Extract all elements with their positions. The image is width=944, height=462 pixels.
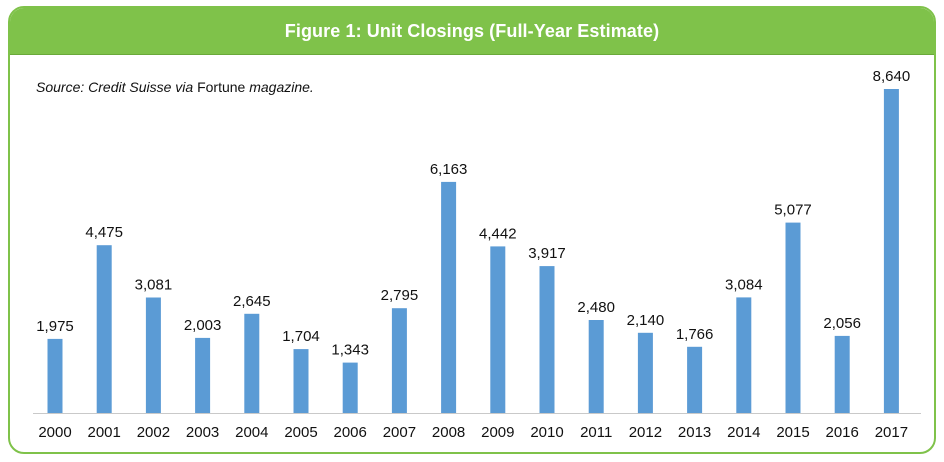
data-label-2015: 5,077: [774, 202, 812, 219]
bar-2013: [687, 346, 703, 413]
bar-2010: [539, 266, 555, 413]
x-tick-label-2013: 2013: [678, 424, 711, 441]
bar-2002: [145, 297, 161, 413]
x-tick-label-2003: 2003: [186, 424, 219, 441]
data-label-2011: 2,480: [577, 299, 615, 316]
x-tick-label-2008: 2008: [432, 424, 465, 441]
x-tick-label-2005: 2005: [284, 424, 317, 441]
source-suffix: magazine.: [245, 79, 314, 95]
bar-2008: [441, 181, 457, 413]
x-tick-label-2004: 2004: [235, 424, 268, 441]
data-label-2008: 6,163: [430, 161, 468, 178]
x-tick-label-2010: 2010: [530, 424, 563, 441]
bar-2009: [490, 246, 506, 413]
x-tick-label-2012: 2012: [629, 424, 662, 441]
data-label-2012: 2,140: [627, 312, 665, 329]
bar-2004: [244, 313, 260, 413]
bar-2015: [785, 222, 801, 413]
title-bar: Figure 1: Unit Closings (Full-Year Estim…: [10, 8, 934, 55]
data-label-2009: 4,442: [479, 225, 517, 242]
x-tick-label-2011: 2011: [580, 424, 612, 441]
data-label-2001: 4,475: [85, 224, 123, 241]
chart-frame: Figure 1: Unit Closings (Full-Year Estim…: [8, 6, 936, 454]
bar-2005: [293, 349, 309, 413]
x-tick-label-2007: 2007: [383, 424, 416, 441]
x-tick-label-2006: 2006: [334, 424, 367, 441]
bar-2006: [342, 362, 358, 413]
bar-2003: [195, 337, 211, 413]
x-tick-label-2009: 2009: [481, 424, 514, 441]
data-label-2013: 1,766: [676, 326, 714, 343]
x-tick-label-2017: 2017: [875, 424, 908, 441]
bar-2014: [736, 297, 752, 413]
x-tick-label-2001: 2001: [88, 424, 121, 441]
data-label-2010: 3,917: [528, 245, 566, 262]
data-label-2017: 8,640: [873, 68, 911, 85]
x-tick-label-2016: 2016: [826, 424, 859, 441]
bar-2001: [96, 245, 112, 413]
data-label-2016: 2,056: [823, 315, 861, 332]
data-label-2007: 2,795: [381, 287, 419, 304]
data-label-2000: 1,975: [36, 318, 74, 335]
bar-2000: [47, 338, 63, 413]
data-label-2002: 3,081: [135, 277, 173, 294]
x-tick-label-2002: 2002: [137, 424, 170, 441]
bar-2011: [588, 320, 604, 413]
data-label-2004: 2,645: [233, 293, 271, 310]
chart-title: Figure 1: Unit Closings (Full-Year Estim…: [284, 20, 660, 41]
source-publication: Fortune: [197, 79, 246, 95]
data-label-2003: 2,003: [184, 317, 222, 334]
data-label-2006: 1,343: [331, 342, 369, 359]
x-tick-label-2014: 2014: [727, 424, 760, 441]
source-prefix: Source: Credit Suisse via: [36, 79, 198, 95]
x-tick-label-2000: 2000: [38, 424, 71, 441]
bar-2017: [883, 89, 899, 413]
data-label-2014: 3,084: [725, 276, 763, 293]
bar-2012: [637, 332, 653, 414]
source-note: Source: Credit Suisse via Fortune magazi…: [36, 79, 314, 95]
data-label-2005: 1,704: [282, 328, 320, 345]
x-tick-label-2015: 2015: [776, 424, 809, 441]
bar-2007: [391, 308, 407, 413]
bar-2016: [834, 335, 850, 413]
